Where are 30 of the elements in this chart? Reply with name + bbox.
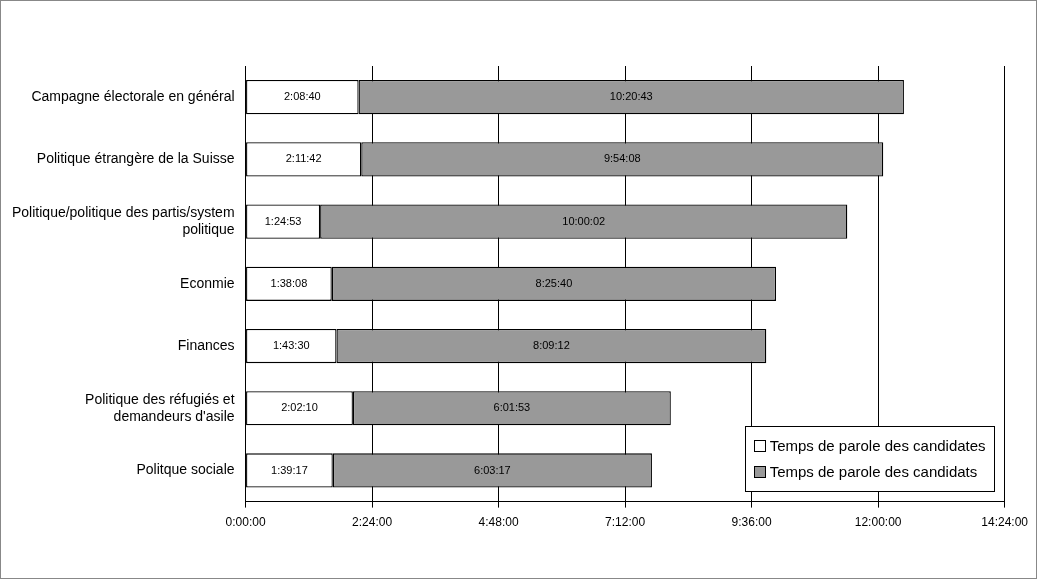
- data-label: 10:00:02: [562, 214, 606, 227]
- y-tick-label: Politique/politique des partis/system politique: [12, 204, 235, 237]
- data-label: 6:01:53: [493, 401, 531, 414]
- x-tick-label: 4:48:00: [478, 515, 519, 530]
- legend-label: Temps de parole des candidats: [769, 462, 978, 480]
- x-tick-label: 14:24:00: [981, 515, 1029, 530]
- data-label: 8:09:12: [533, 339, 570, 352]
- x-tick-label: 12:00:00: [854, 515, 902, 530]
- x-tick-label: 9:36:00: [731, 515, 772, 530]
- data-label: 1:39:17: [271, 463, 308, 476]
- text: Temps de parole des candidates: [769, 436, 986, 454]
- data-label: 9:54:08: [603, 152, 641, 165]
- data-label: 1:38:08: [270, 276, 308, 289]
- data-label: 1:24:53: [264, 214, 302, 227]
- x-tick-label: 7:12:00: [605, 515, 646, 530]
- data-label: 10:20:43: [609, 90, 653, 103]
- data-label: 1:43:30: [272, 339, 310, 352]
- data-label: 2:11:42: [285, 152, 322, 165]
- x-tick-label: 0:00:00: [225, 515, 266, 530]
- y-tick-label: Econmie: [180, 274, 235, 291]
- data-label: 6:03:17: [474, 463, 511, 476]
- y-tick-label: Politique des réfugiés et demandeurs d'asile: [85, 390, 235, 424]
- data-label: 8:25:40: [535, 276, 573, 289]
- x-tick-label: 2:24:00: [352, 515, 393, 530]
- data-label: 2:08:40: [283, 90, 321, 103]
- y-tick-label: Politique étrangère de la Suisse: [36, 150, 235, 167]
- y-tick-label: Finances: [177, 336, 235, 353]
- y-tick-label: Campagne électorale en général: [31, 87, 235, 104]
- data-label: 2:02:10: [281, 401, 318, 414]
- y-tick-label: Politque sociale: [136, 461, 235, 478]
